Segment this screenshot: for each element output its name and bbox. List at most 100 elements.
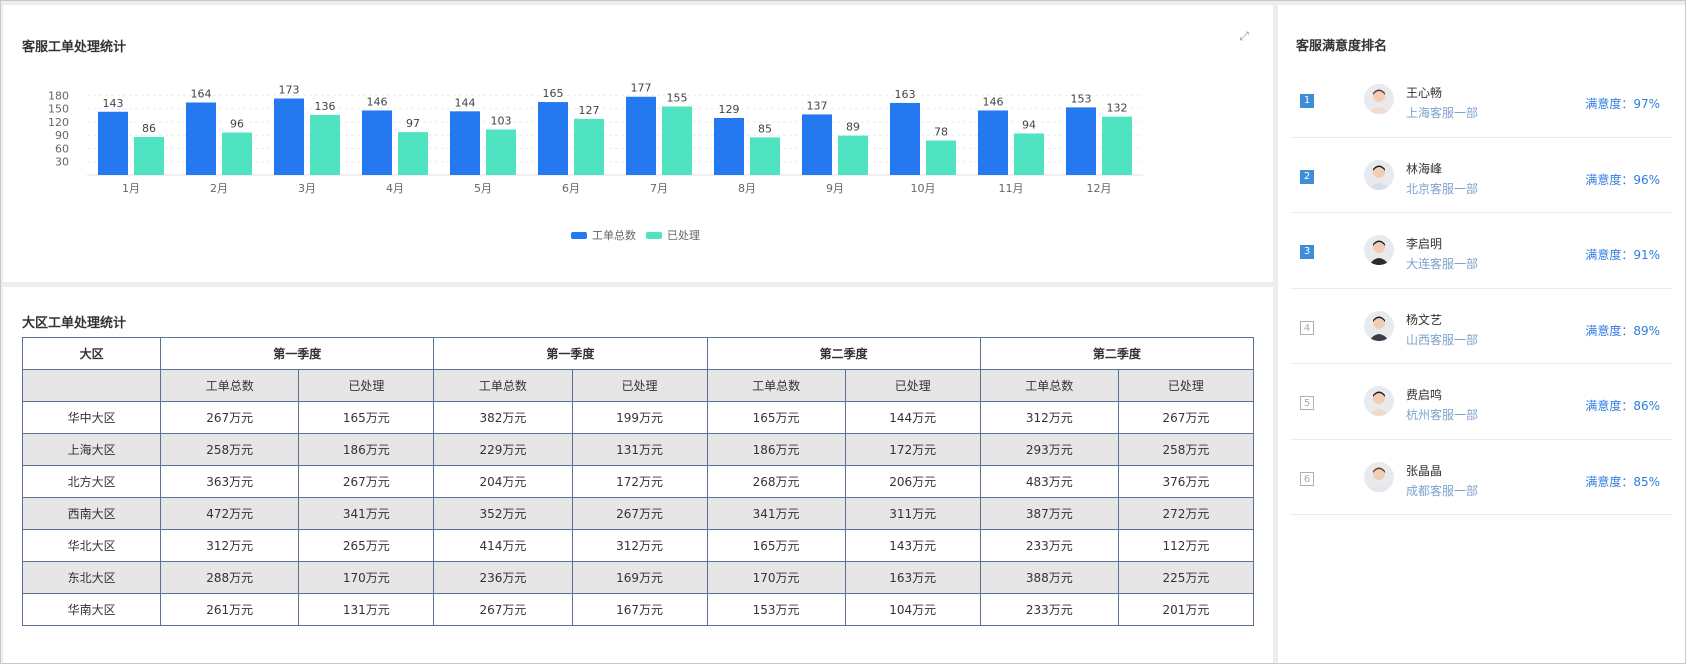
value-cell: 165万元 bbox=[706, 401, 846, 434]
bar-total bbox=[362, 110, 392, 175]
subheader-cell: 工单总数 bbox=[979, 369, 1119, 402]
bar-processed bbox=[222, 132, 252, 175]
bar-total bbox=[450, 111, 480, 175]
bar-total bbox=[1066, 107, 1096, 175]
ranking-item[interactable]: 6 张晶晶 成都客服一部 满意度：85% bbox=[1290, 440, 1672, 515]
bar-value-label: 97 bbox=[406, 117, 420, 130]
bar-value-label: 129 bbox=[719, 103, 740, 116]
rank-badge: 5 bbox=[1300, 396, 1314, 410]
agent-name: 费启鸣 bbox=[1406, 388, 1443, 402]
agent-name: 李启明 bbox=[1406, 237, 1443, 251]
value-cell: 311万元 bbox=[844, 497, 981, 530]
value-cell: 472万元 bbox=[160, 497, 300, 530]
avatar bbox=[1364, 159, 1394, 190]
bar-value-label: 136 bbox=[315, 100, 336, 113]
subheader-cell: 已处理 bbox=[298, 369, 435, 402]
expand-icon[interactable]: ⤢ bbox=[1239, 29, 1249, 43]
value-cell: 170万元 bbox=[298, 561, 435, 594]
bar-value-label: 173 bbox=[279, 84, 300, 97]
ranking-item[interactable]: 2 林海峰 北京客服一部 满意度：96% bbox=[1290, 138, 1672, 213]
bar-total bbox=[802, 114, 832, 175]
legend-item-total[interactable]: 工单总数 bbox=[571, 227, 636, 243]
table-row: 华南大区 261万元 131万元 267万元 167万元 153万元 104万元 233万元 2… bbox=[21, 593, 1255, 626]
region-name-cell: 华中大区 bbox=[21, 401, 162, 434]
value-cell: 341万元 bbox=[706, 497, 846, 530]
satisfaction-score: 满意度：86% bbox=[1585, 399, 1660, 413]
subheader-cell bbox=[21, 369, 162, 402]
value-cell: 267万元 bbox=[160, 401, 300, 434]
satisfaction-score: 满意度：91% bbox=[1585, 248, 1660, 262]
satisfaction-score: 满意度：85% bbox=[1585, 474, 1660, 489]
table-title: 大区工单处理统计 bbox=[22, 316, 127, 331]
bar-value-label: 132 bbox=[1107, 102, 1128, 115]
subheader-cell: 已处理 bbox=[844, 369, 981, 402]
value-cell: 153万元 bbox=[706, 593, 846, 626]
x-tick-label: 8月 bbox=[738, 182, 756, 195]
value-cell: 163万元 bbox=[844, 561, 981, 594]
rank-badge: 1 bbox=[1300, 94, 1314, 108]
agent-department: 上海客服一部 bbox=[1406, 106, 1479, 120]
value-cell: 293万元 bbox=[979, 433, 1119, 466]
bar-value-label: 103 bbox=[491, 114, 512, 127]
bar-value-label: 127 bbox=[579, 104, 600, 117]
ranking-item[interactable]: 1 王心畅上海客服一部 满意度：97% bbox=[1290, 62, 1672, 138]
bar-value-label: 153 bbox=[1071, 92, 1092, 105]
header-q2-a: 第二季度 bbox=[706, 337, 981, 370]
value-cell: 170万元 bbox=[706, 561, 846, 594]
bar-value-label: 78 bbox=[934, 126, 948, 139]
agent-department: 大连客服一部 bbox=[1406, 257, 1479, 271]
region-name-cell: 上海大区 bbox=[21, 433, 162, 466]
avatar bbox=[1364, 386, 1394, 416]
bar-processed bbox=[926, 140, 956, 175]
y-tick-label: 180 bbox=[48, 89, 69, 102]
bar-value-label: 164 bbox=[191, 87, 212, 100]
value-cell: 288万元 bbox=[160, 561, 300, 594]
bar-processed bbox=[750, 137, 780, 175]
value-cell: 131万元 bbox=[571, 433, 708, 466]
agent-department: 北京客服一部 bbox=[1406, 181, 1479, 196]
value-cell: 112万元 bbox=[1117, 529, 1255, 562]
ranking-item[interactable]: 5 费启鸣杭州客服一部 满意度：86% bbox=[1290, 364, 1672, 440]
value-cell: 204万元 bbox=[433, 465, 573, 498]
legend-label-total: 工单总数 bbox=[592, 229, 636, 242]
subheader-cell: 工单总数 bbox=[433, 369, 573, 402]
table-row: 华北大区 312万元 265万元 414万元 312万元 165万元 143万元 233万元 1… bbox=[21, 529, 1255, 562]
x-tick-label: 9月 bbox=[826, 182, 844, 195]
satisfaction-score: 满意度：97% bbox=[1585, 97, 1660, 111]
x-tick-label: 7月 bbox=[650, 182, 668, 195]
value-cell: 267万元 bbox=[298, 465, 435, 498]
value-cell: 225万元 bbox=[1117, 561, 1255, 594]
region-name-cell: 西南大区 bbox=[21, 497, 162, 530]
agent-name: 王心畅 bbox=[1406, 86, 1443, 100]
value-cell: 312万元 bbox=[979, 401, 1119, 434]
value-cell: 201万元 bbox=[1117, 593, 1255, 626]
satisfaction-score: 满意度：96% bbox=[1585, 172, 1660, 187]
agent-department: 杭州客服一部 bbox=[1406, 408, 1479, 422]
legend-item-processed[interactable]: 已处理 bbox=[646, 227, 700, 243]
value-cell: 165万元 bbox=[706, 529, 846, 562]
bar-total bbox=[714, 117, 744, 175]
bar-value-label: 163 bbox=[895, 88, 916, 101]
value-cell: 272万元 bbox=[1117, 497, 1255, 530]
person-icon bbox=[1369, 316, 1389, 341]
region-name-cell: 北方大区 bbox=[21, 465, 162, 498]
ranking-item[interactable]: 3 李启明 大连客服一部 满意度：91% bbox=[1290, 213, 1672, 289]
bar-processed bbox=[486, 129, 516, 175]
value-cell: 376万元 bbox=[1117, 465, 1255, 498]
person-icon bbox=[1369, 89, 1389, 114]
value-cell: 258万元 bbox=[1117, 433, 1255, 466]
chart-legend: 工单总数 已处理 bbox=[571, 227, 710, 243]
header-q2-b: 第二季度 bbox=[979, 337, 1255, 370]
y-tick-label: 90 bbox=[55, 129, 69, 142]
value-cell: 229万元 bbox=[433, 433, 573, 466]
legend-label-processed: 已处理 bbox=[667, 229, 700, 242]
value-cell: 312万元 bbox=[160, 529, 300, 562]
bar-processed bbox=[310, 114, 340, 175]
satisfaction-score: 满意度：89% bbox=[1585, 323, 1660, 338]
avatar bbox=[1364, 84, 1394, 114]
bar-value-label: 94 bbox=[1022, 118, 1036, 131]
bar-value-label: 146 bbox=[367, 95, 388, 108]
person-icon bbox=[1369, 240, 1389, 265]
ranking-item[interactable]: 4 杨文艺 山西客服一部 满意度：89% bbox=[1290, 289, 1672, 364]
value-cell: 186万元 bbox=[298, 433, 435, 466]
